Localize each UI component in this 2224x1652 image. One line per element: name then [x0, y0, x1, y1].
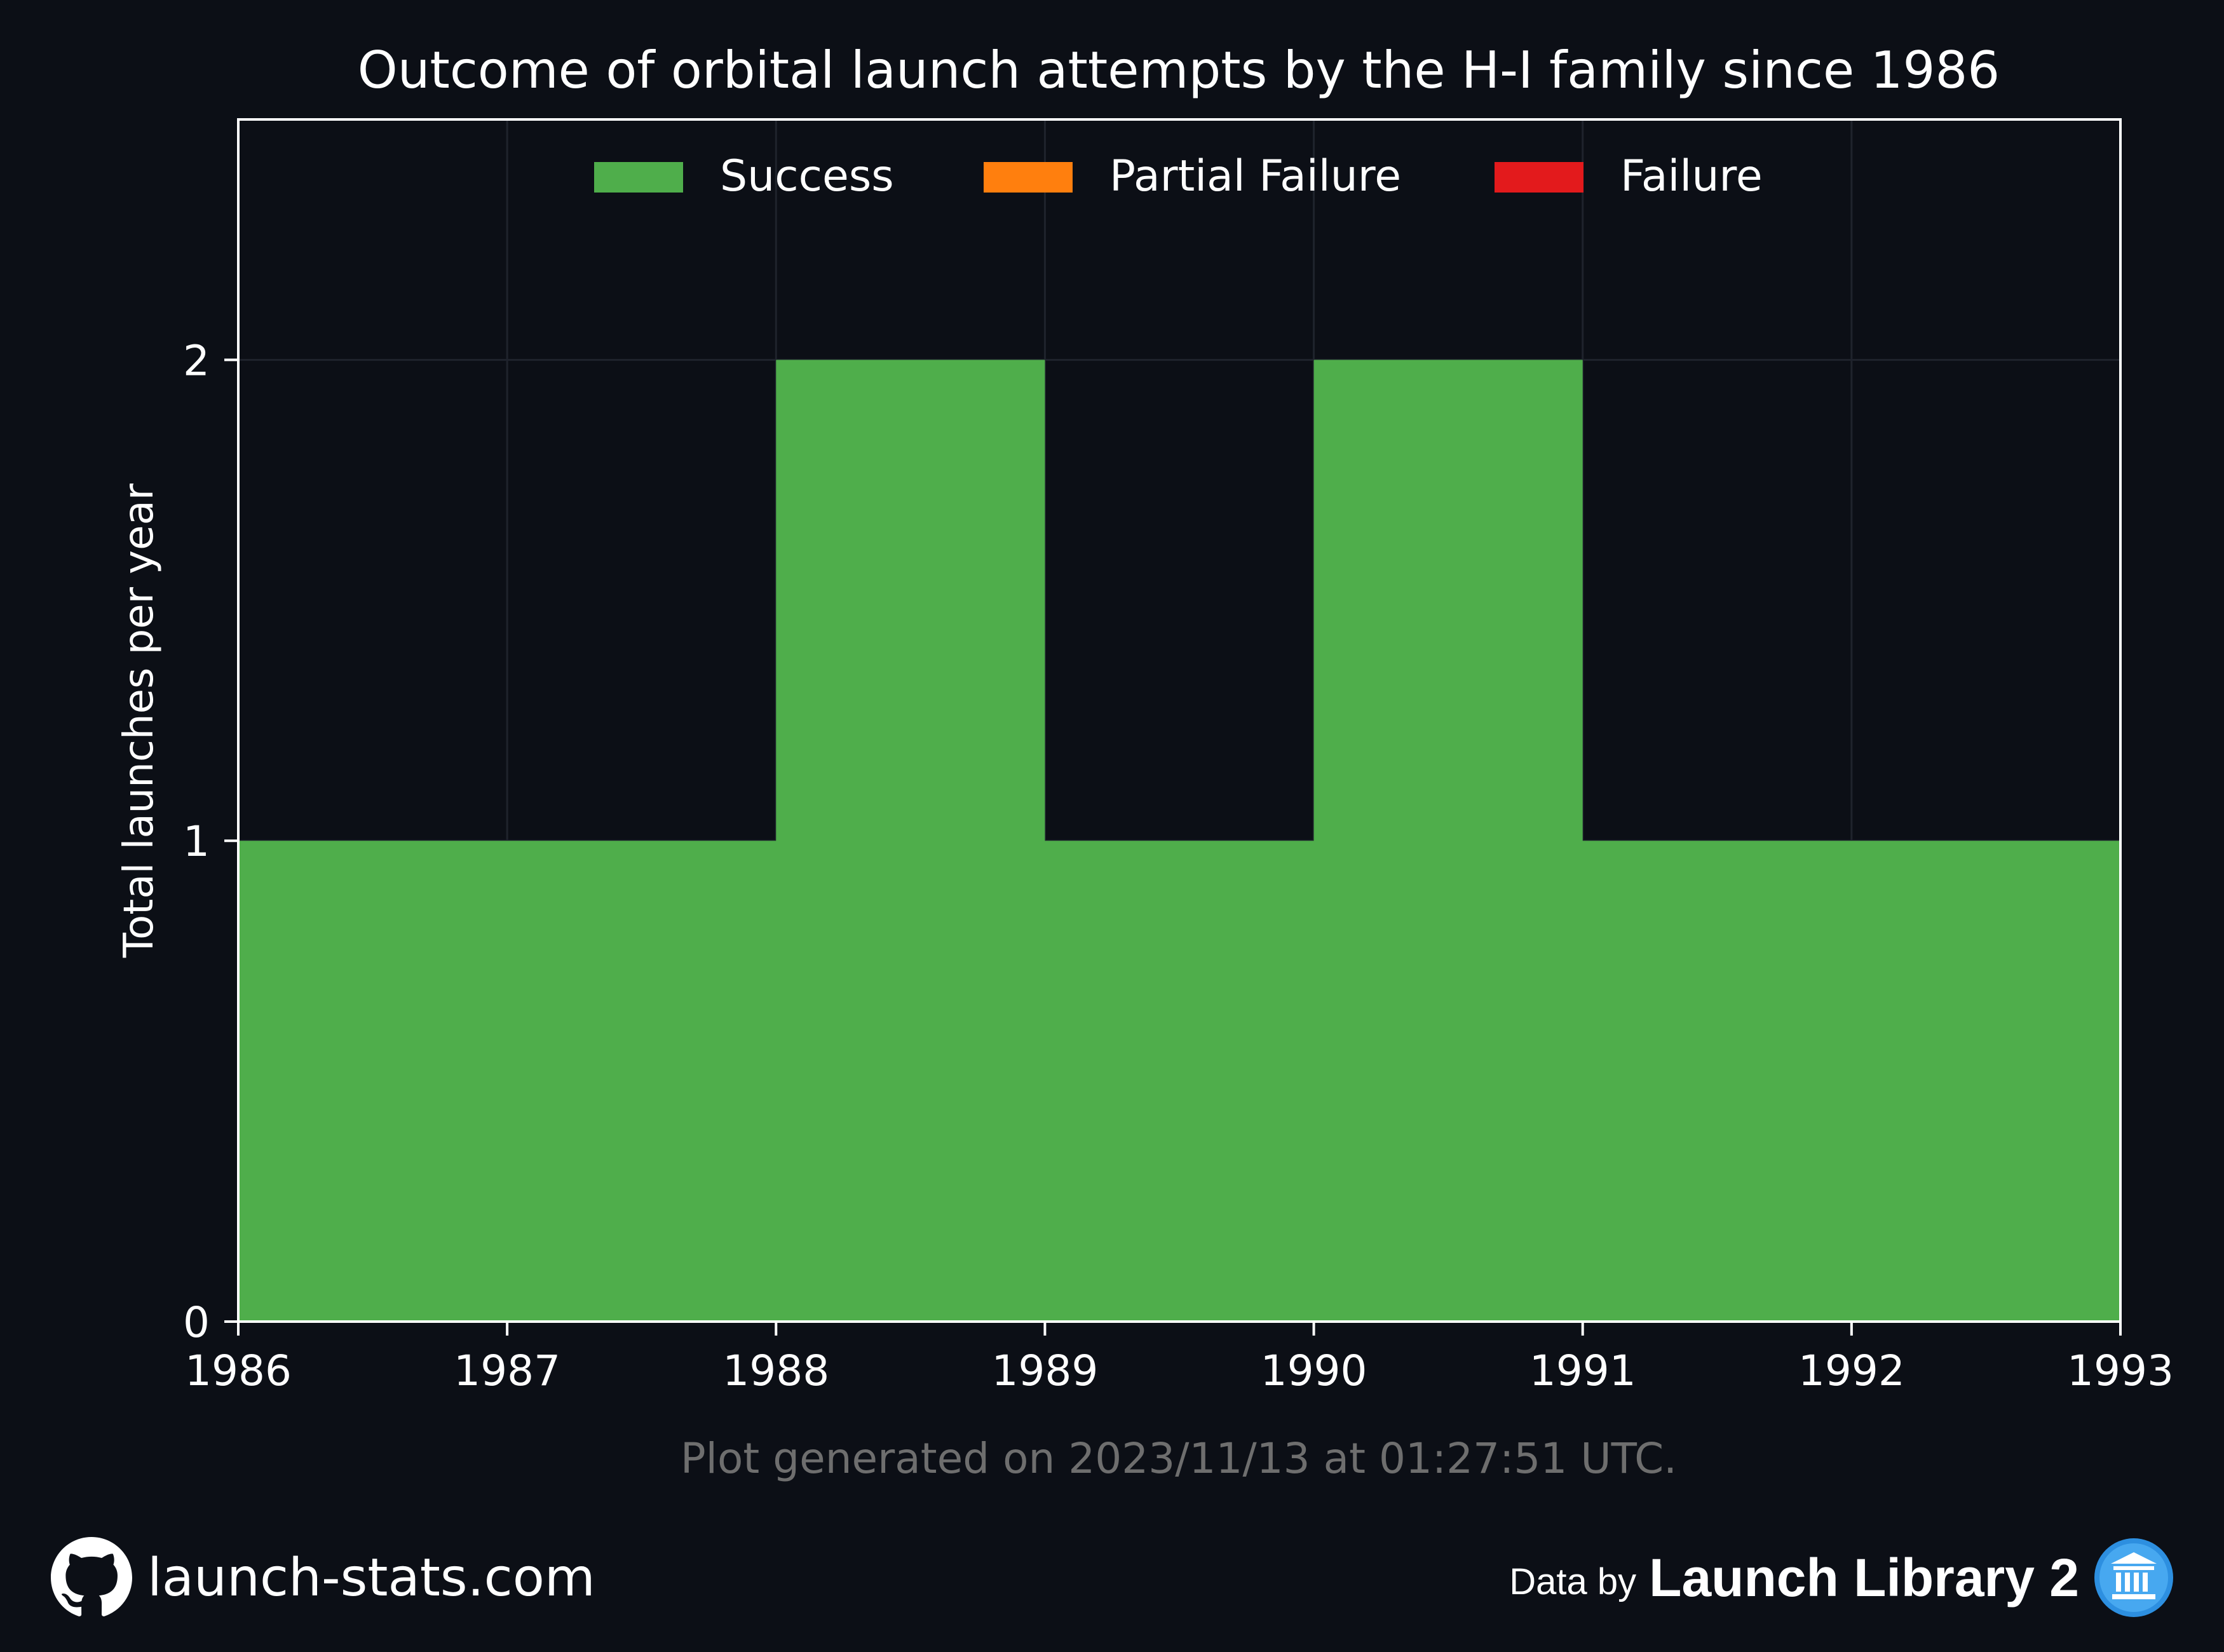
x-tick-label-2: 1988	[722, 1346, 829, 1395]
x-axis: 1986 1987 1988 1989 1990 1991 1992 1993	[185, 1322, 2174, 1395]
legend-label-2: Failure	[1620, 151, 1763, 201]
x-tick-label-5: 1991	[1529, 1346, 1636, 1395]
x-tick-label-6: 1992	[1798, 1346, 1905, 1395]
y-axis: 0 1 2	[183, 336, 238, 1347]
y-tick-label-0: 0	[183, 1298, 210, 1347]
footer-credit: Data by Launch Library 2	[1509, 1536, 2176, 1619]
plot-frame	[237, 118, 2122, 1323]
legend-swatch-0	[594, 162, 683, 193]
github-icon	[51, 1537, 132, 1616]
launch-library-link[interactable]: Launch Library 2	[1649, 1547, 2079, 1608]
legend-swatch-1	[984, 162, 1073, 193]
footer-site: launch-stats.com	[51, 1536, 595, 1619]
legend-label-1: Partial Failure	[1109, 151, 1401, 201]
x-tick-label-0: 1986	[185, 1346, 292, 1395]
site-link[interactable]: launch-stats.com	[147, 1547, 595, 1608]
chart-title: Outcome of orbital launch attempts by th…	[358, 41, 2000, 100]
y-tick-label-2: 2	[183, 336, 210, 385]
x-tick-label-1: 1987	[454, 1346, 560, 1395]
area-series	[238, 360, 2120, 1322]
x-tick-label-7: 1993	[2067, 1346, 2174, 1395]
x-tick-label-3: 1989	[991, 1346, 1098, 1395]
x-tick-label-4: 1990	[1261, 1346, 1367, 1395]
legend-swatch-2	[1495, 162, 1583, 193]
legend-label-0: Success	[720, 151, 894, 201]
generated-timestamp: Plot generated on 2023/11/13 at 01:27:51…	[681, 1434, 1677, 1483]
area-success	[238, 360, 2120, 1322]
y-axis-label: Total launches per year	[116, 483, 163, 958]
y-tick-label-1: 1	[183, 817, 210, 866]
legend: Success Partial Failure Failure	[594, 151, 1763, 201]
launch-library-icon	[2094, 1538, 2173, 1617]
data-by-label: Data by	[1509, 1561, 1637, 1602]
